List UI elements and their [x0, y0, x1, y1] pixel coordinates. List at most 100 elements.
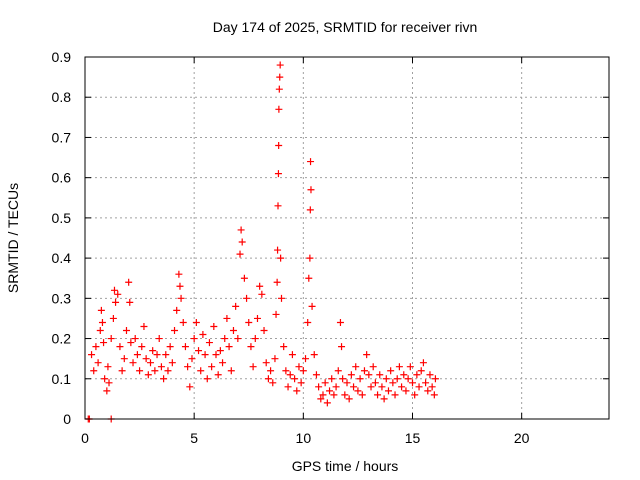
data-point: [179, 318, 187, 326]
data-point: [188, 355, 196, 363]
y-axis-label: SRMTID / TECUs: [5, 183, 21, 293]
data-point: [334, 367, 342, 375]
data-point: [336, 318, 344, 326]
data-point: [293, 387, 301, 395]
data-point: [326, 387, 334, 395]
data-point: [223, 314, 231, 322]
data-point: [380, 395, 388, 403]
x-tick-label: 15: [405, 430, 421, 446]
data-point: [345, 395, 353, 403]
data-point: [216, 347, 224, 355]
data-point: [417, 367, 425, 375]
data-point: [354, 387, 362, 395]
data-point: [299, 367, 307, 375]
data-point: [262, 359, 270, 367]
data-point: [409, 379, 416, 387]
data-point: [274, 170, 282, 178]
data-point: [271, 355, 279, 363]
data-point: [305, 274, 313, 282]
data-points: [84, 61, 439, 423]
data-point: [297, 379, 305, 387]
y-tick-label: 0.8: [52, 89, 72, 105]
data-point: [393, 375, 401, 383]
data-point: [275, 141, 283, 149]
data-point: [387, 367, 395, 375]
data-point: [430, 391, 438, 399]
y-tick-label: 0.6: [52, 170, 72, 186]
data-point: [199, 331, 207, 339]
data-point: [356, 375, 364, 383]
data-point: [376, 371, 384, 379]
data-point: [367, 383, 375, 391]
data-point: [258, 290, 266, 298]
data-point: [404, 375, 412, 383]
data-point: [275, 105, 283, 113]
data-point: [171, 327, 179, 335]
data-point: [306, 206, 314, 214]
y-tick-label: 0.5: [52, 210, 72, 226]
x-tick-label: 20: [514, 430, 530, 446]
data-point: [382, 375, 390, 383]
data-point: [365, 371, 373, 379]
data-point: [251, 335, 259, 343]
data-point: [109, 314, 117, 322]
data-point: [192, 318, 200, 326]
data-point: [219, 359, 227, 367]
data-point: [166, 343, 174, 351]
data-point: [413, 371, 421, 379]
data-point: [129, 359, 137, 367]
x-tick-label: 10: [296, 430, 312, 446]
data-point: [120, 355, 128, 363]
data-point: [398, 383, 406, 391]
data-point: [214, 371, 222, 379]
data-point: [190, 335, 198, 343]
data-point: [164, 367, 172, 375]
data-point: [323, 399, 331, 407]
x-tick-label: 0: [81, 430, 89, 446]
data-point: [160, 375, 168, 383]
data-point: [278, 294, 285, 302]
y-tick-label: 0.9: [52, 49, 72, 65]
data-point: [140, 322, 148, 330]
data-point: [162, 351, 170, 359]
data-point: [227, 367, 235, 375]
data-point: [415, 383, 423, 391]
data-point: [286, 371, 294, 379]
data-point: [225, 343, 233, 351]
data-point: [88, 351, 96, 359]
data-point: [126, 298, 134, 306]
data-point: [173, 306, 181, 314]
data-point: [203, 375, 211, 383]
data-point: [256, 282, 264, 290]
data-point: [136, 367, 144, 375]
data-point: [144, 371, 152, 379]
data-point: [338, 343, 346, 351]
data-point: [419, 359, 427, 367]
data-point: [310, 351, 318, 359]
data-point: [197, 367, 205, 375]
data-point: [304, 318, 312, 326]
data-point: [229, 327, 237, 335]
data-point: [321, 379, 329, 387]
data-point: [391, 391, 399, 399]
data-point: [274, 202, 282, 210]
data-point: [142, 355, 150, 363]
data-point: [319, 391, 327, 399]
y-tick-label: 0.2: [52, 331, 72, 347]
data-point: [363, 351, 371, 359]
data-point: [282, 367, 290, 375]
data-point: [237, 226, 245, 234]
data-point: [384, 387, 392, 395]
data-point: [236, 250, 244, 258]
data-point: [295, 363, 303, 371]
data-point: [328, 375, 336, 383]
data-point: [249, 363, 257, 371]
data-point: [127, 339, 135, 347]
data-point: [153, 351, 161, 359]
data-point: [276, 73, 284, 81]
data-point: [168, 359, 176, 367]
data-point: [339, 375, 347, 383]
data-point: [260, 327, 268, 335]
data-point: [360, 367, 368, 375]
data-point: [110, 286, 118, 294]
